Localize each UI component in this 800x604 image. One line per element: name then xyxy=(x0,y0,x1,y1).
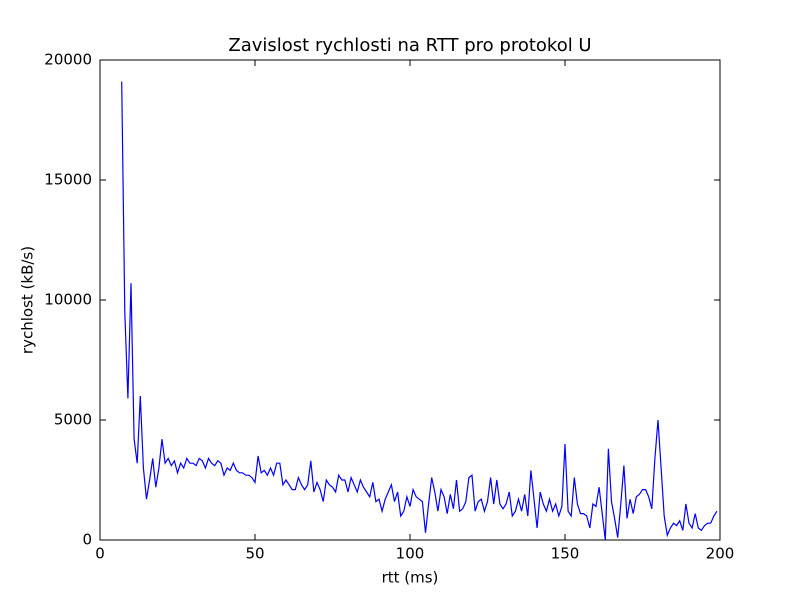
y-tick-label: 5000 xyxy=(54,411,92,429)
x-tick-label: 200 xyxy=(706,545,735,563)
y-tick-label: 10000 xyxy=(44,291,92,309)
y-axis-label: rychlost (kB/s) xyxy=(19,246,37,354)
chart-title: Zavislost rychlosti na RTT pro protokol … xyxy=(228,35,591,56)
x-tick-label: 100 xyxy=(396,545,425,563)
y-tick-label: 0 xyxy=(82,531,92,549)
y-tick-label: 15000 xyxy=(44,171,92,189)
data-line xyxy=(121,81,718,541)
x-tick-label: 50 xyxy=(245,545,264,563)
x-tick-label: 150 xyxy=(551,545,580,563)
y-tick-label: 20000 xyxy=(44,51,92,69)
x-axis-label: rtt (ms) xyxy=(382,569,439,587)
x-tick-label: 0 xyxy=(95,545,105,563)
